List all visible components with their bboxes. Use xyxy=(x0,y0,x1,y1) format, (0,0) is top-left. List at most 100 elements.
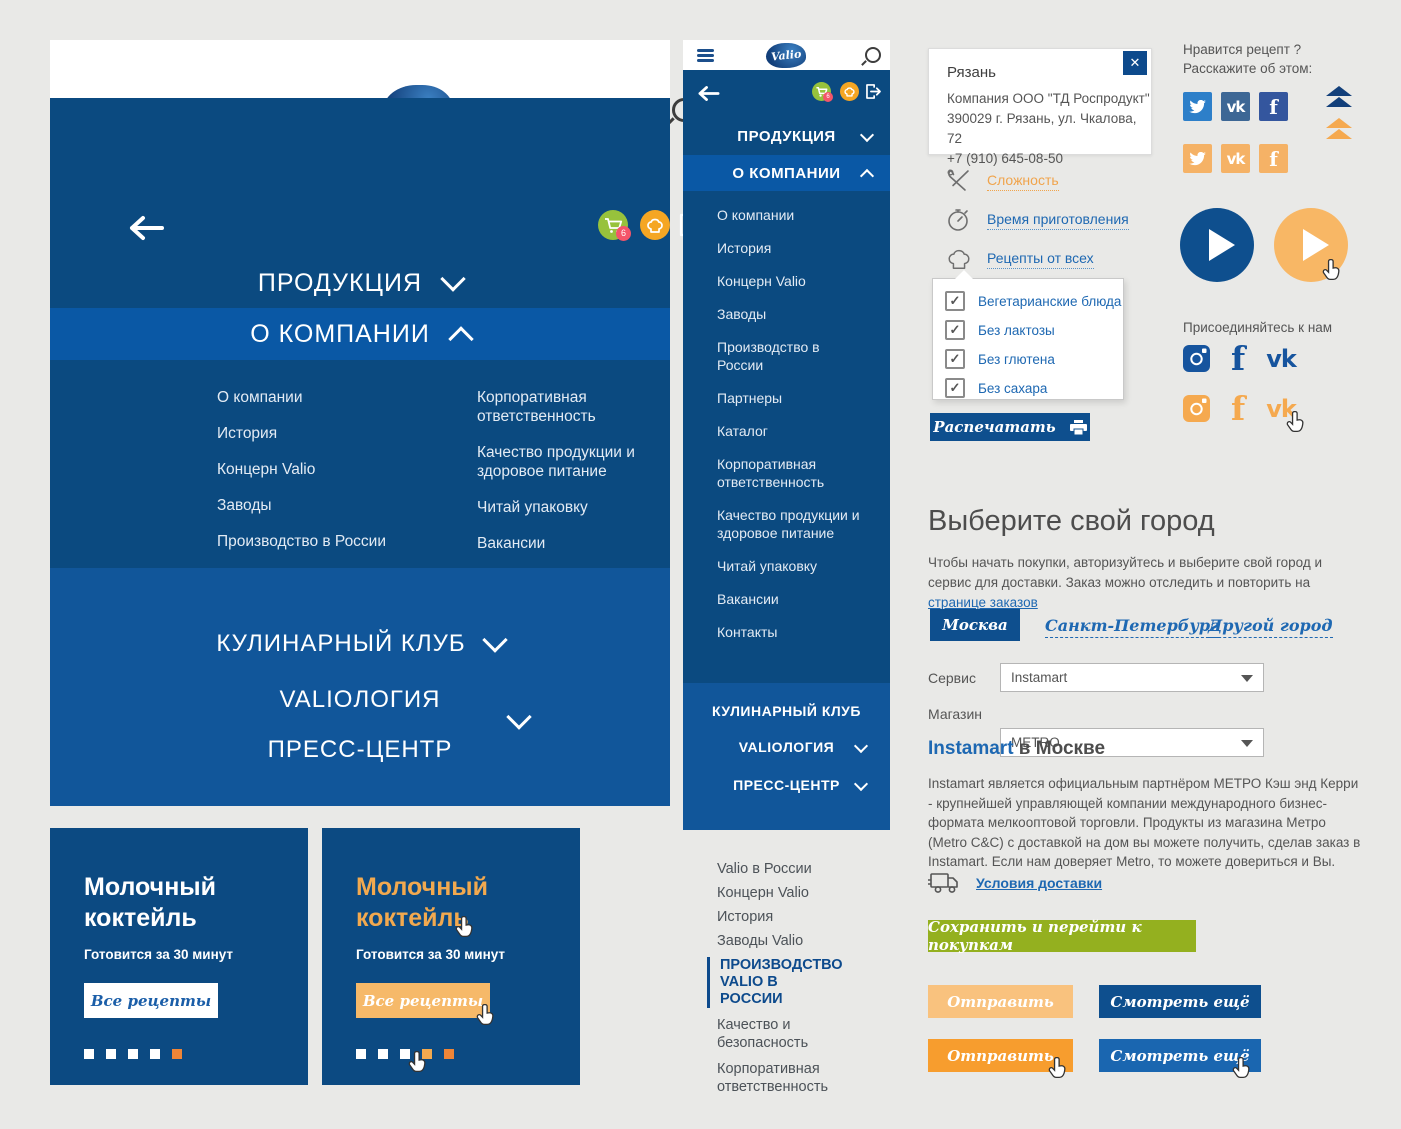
valio-logo[interactable]: Valio xyxy=(766,43,806,68)
facebook-icon[interactable]: f xyxy=(1231,388,1246,428)
submenu-item[interactable]: Вакансии xyxy=(477,535,546,552)
submenu-item[interactable]: Читай упаковку xyxy=(477,499,588,516)
close-icon[interactable]: ✕ xyxy=(1123,51,1147,75)
submenu-item[interactable]: Концерн Valio xyxy=(217,461,316,478)
cart-icon[interactable]: 6 xyxy=(598,210,631,241)
cursor-pointer-icon xyxy=(455,915,473,937)
submenu-item[interactable]: Концерн Valio xyxy=(717,273,806,289)
print-button[interactable]: Распечатать xyxy=(930,413,1090,441)
submenu-item[interactable]: Качество продукции и здоровое питание xyxy=(477,444,635,480)
checkbox-checked-icon[interactable]: ✓ xyxy=(945,378,965,398)
side-nav-item[interactable]: История xyxy=(717,909,774,925)
carousel-dots[interactable] xyxy=(356,1046,466,1064)
facebook-icon[interactable]: f xyxy=(1259,92,1288,121)
checkbox-row[interactable]: ✓ Без лактозы xyxy=(945,320,1123,340)
menu-item-valiology[interactable]: VALIOЛОГИЯ xyxy=(279,686,441,713)
back-arrow-icon[interactable] xyxy=(128,214,166,242)
submenu-item[interactable]: Качество продукции и здоровое питание xyxy=(717,507,860,541)
checkbox-row[interactable]: ✓ Без сахара xyxy=(945,378,1123,398)
menu-item-products[interactable]: ПРОДУКЦИЯ xyxy=(683,118,890,155)
save-and-shop-button[interactable]: Сохранить и перейти к покупкам xyxy=(928,918,1196,954)
side-nav-item[interactable]: Качество и безопасность xyxy=(717,1017,809,1051)
side-nav-item[interactable]: Концерн Valio xyxy=(717,885,809,901)
vk-icon[interactable]: vk xyxy=(1221,92,1250,121)
side-nav-item-active[interactable]: ПРОИЗВОДСТВО VALIO В РОССИИ xyxy=(707,957,867,1008)
checkbox-row[interactable]: ✓ Без глютена xyxy=(945,349,1123,369)
cart-badge: 6 xyxy=(823,92,833,102)
twitter-icon[interactable] xyxy=(1183,92,1212,121)
back-arrow-icon[interactable] xyxy=(697,85,721,102)
all-recipes-button-hover[interactable]: Все рецепты xyxy=(356,983,490,1018)
service-select[interactable]: Instamart xyxy=(1000,663,1264,692)
cursor-pointer-icon xyxy=(1048,1056,1066,1078)
chef-profile-icon[interactable] xyxy=(640,210,670,240)
submenu-item[interactable]: Заводы xyxy=(717,306,767,322)
side-nav-item[interactable]: Корпоративная ответственность xyxy=(717,1061,829,1095)
city-tab-moscow-active[interactable]: Москва xyxy=(930,609,1020,641)
submenu-item[interactable]: О компании xyxy=(217,389,303,406)
submenu-item[interactable]: Читай упаковку xyxy=(717,558,818,574)
filter-recipes-from-all[interactable]: Рецепты от всех xyxy=(945,246,1129,272)
scroll-top-icon[interactable] xyxy=(1326,86,1352,112)
facebook-icon[interactable]: f xyxy=(1231,338,1246,378)
submenu-item[interactable]: Заводы xyxy=(217,497,272,514)
recipe-card-hover[interactable]: Молочный коктейль Готовится за 30 минут … xyxy=(322,828,580,1085)
checkbox-checked-icon[interactable]: ✓ xyxy=(945,349,965,369)
side-nav-item[interactable]: Заводы Valio xyxy=(717,933,804,949)
chef-profile-icon[interactable] xyxy=(840,82,859,101)
instagram-icon[interactable] xyxy=(1183,345,1210,372)
vk-icon[interactable]: vk xyxy=(1221,144,1250,173)
menu-item-culinary-club[interactable]: КУЛИНАРНЫЙ КЛУБ xyxy=(712,703,861,719)
instagram-icon[interactable] xyxy=(1183,395,1210,422)
checkbox-checked-icon[interactable]: ✓ xyxy=(945,320,965,340)
share-icons-row: vk f xyxy=(1183,92,1288,121)
orders-page-link[interactable]: странице заказов xyxy=(928,595,1038,610)
side-nav-item[interactable]: Valio в России xyxy=(717,861,812,877)
menu-item-products[interactable]: ПРОДУКЦИЯ xyxy=(50,258,670,308)
submenu-item[interactable]: Вакансии xyxy=(717,591,779,607)
send-button-hover[interactable]: Отправить xyxy=(928,1039,1073,1072)
submenu-item[interactable]: Производство в России xyxy=(217,533,387,550)
submenu-item[interactable]: Контакты xyxy=(717,624,778,640)
submenu-item[interactable]: О компании xyxy=(717,207,795,223)
carousel-dots[interactable] xyxy=(84,1046,194,1064)
submenu-item[interactable]: Производство в России xyxy=(717,339,820,373)
checkbox-row[interactable]: ✓ Вегетарианские блюда xyxy=(945,291,1123,311)
submenu-item[interactable]: Корпоративная ответственность xyxy=(717,456,825,490)
search-icon[interactable] xyxy=(865,47,881,63)
delivery-terms-link[interactable]: Условия доставки xyxy=(976,875,1103,891)
cart-icon[interactable]: 6 xyxy=(812,82,833,102)
checkbox-checked-icon[interactable]: ✓ xyxy=(945,291,965,311)
menu-item-culinary-club[interactable]: КУЛИНАРНЫЙ КЛУБ xyxy=(50,627,670,658)
filter-difficulty[interactable]: Сложность xyxy=(945,168,1129,194)
submenu-item[interactable]: История xyxy=(717,240,772,256)
menu-item-valiology[interactable]: VALIOЛОГИЯ xyxy=(738,739,835,755)
all-recipes-button[interactable]: Все рецепты xyxy=(84,983,218,1018)
facebook-icon[interactable]: f xyxy=(1259,144,1288,173)
menu-item-about-active[interactable]: О КОМПАНИИ xyxy=(50,308,670,360)
logout-icon[interactable] xyxy=(865,82,882,101)
twitter-icon[interactable] xyxy=(1183,144,1212,173)
filter-cooking-time[interactable]: Время приготовления xyxy=(945,207,1129,233)
submenu-item[interactable]: Партнеры xyxy=(717,390,783,406)
see-more-button-hover[interactable]: Смотреть ещё xyxy=(1099,1039,1261,1072)
submenu-item[interactable]: История xyxy=(217,425,278,442)
submenu-item[interactable]: Каталог xyxy=(717,423,768,439)
vk-icon[interactable]: vk xyxy=(1266,394,1297,423)
submenu-column-2: Корпоративная ответственность Качество п… xyxy=(477,388,642,606)
shop-select[interactable]: METRO xyxy=(1000,728,1264,757)
play-button[interactable] xyxy=(1180,208,1254,282)
menu-item-press-center[interactable]: ПРЕСС-ЦЕНТР xyxy=(267,736,453,763)
menu-item-press-center[interactable]: ПРЕСС-ЦЕНТР xyxy=(733,777,840,793)
menu-item-about-active[interactable]: О КОМПАНИИ xyxy=(683,155,890,191)
city-tab-other[interactable]: Другой город xyxy=(1208,616,1333,638)
vk-icon[interactable]: vk xyxy=(1266,344,1297,373)
see-more-button[interactable]: Смотреть ещё xyxy=(1099,985,1261,1018)
send-button[interactable]: Отправить xyxy=(928,985,1073,1018)
scroll-top-icon-hover[interactable] xyxy=(1326,118,1352,144)
hamburger-menu-icon[interactable] xyxy=(697,49,714,62)
recipe-card-default[interactable]: Молочный коктейль Готовится за 30 минут … xyxy=(50,828,308,1085)
submenu-item[interactable]: Корпоративная ответственность xyxy=(477,389,596,425)
city-tab-spb[interactable]: Санкт-Петербург xyxy=(1045,616,1220,638)
cursor-pointer-icon xyxy=(1322,258,1340,280)
